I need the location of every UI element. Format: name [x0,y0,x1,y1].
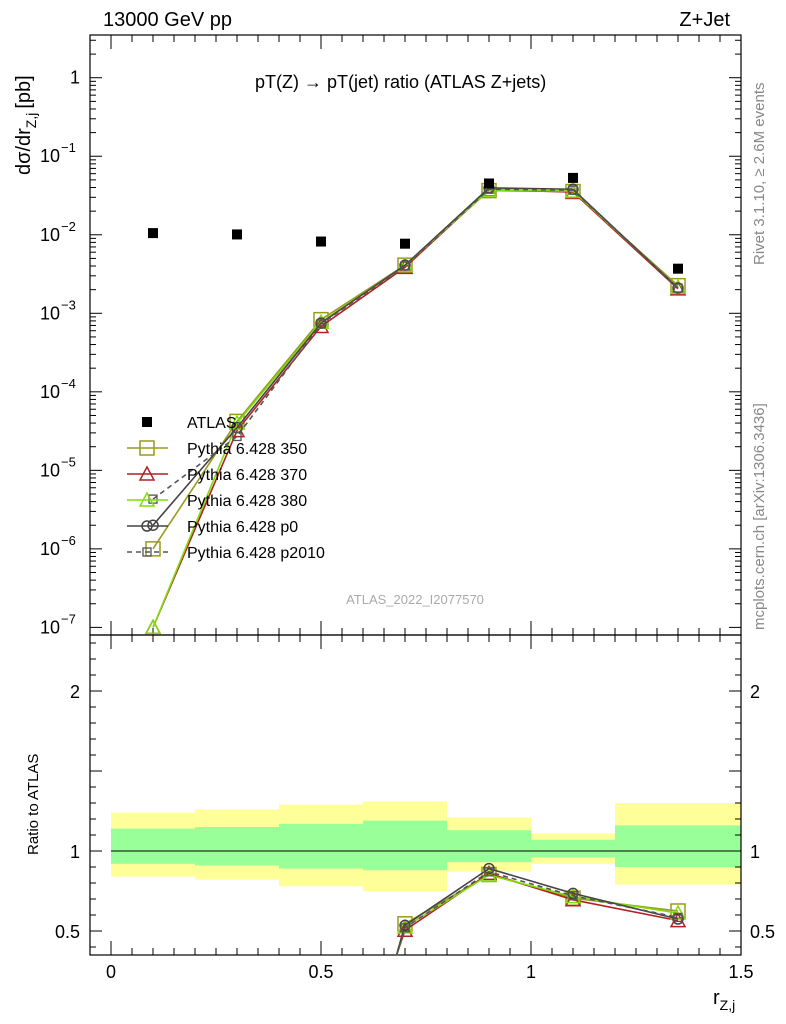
legend: ATLAS Pythia 6.428 350 Pythia 6.428 370 Pyt… [127,415,325,562]
y-axis-label-unit: [pb] [13,75,35,108]
series-marker [672,282,684,294]
y-tick-label: 10 [40,460,60,480]
x-axis: 0 0.5 1 1.5 [106,635,754,982]
x-tick-label: 0.5 [308,962,333,982]
ratio-series-marker [484,867,494,877]
chart-title: pT(Z) → pT(jet) ratio (ATLAS Z+jets) [255,72,546,92]
ratio-y-tick-label: 1 [70,842,80,862]
data-point [316,236,326,247]
series-marker [400,261,410,271]
ratio-series-marker [670,903,686,919]
y-tick-label: 10 [40,225,60,245]
ratio-y-tick-label-right: 1 [750,842,760,862]
series-marker [316,319,326,329]
data-point [484,178,494,189]
y-tick-label: 1 [70,68,80,88]
y-tick-label-exponent: −3 [61,297,76,312]
ratio-y-tick-label-right: 0.5 [750,922,775,942]
ratio-panel: 0.5 0.5 1 1 2 2 0 0.5 1 1.5 [55,634,775,982]
legend-marker [138,465,156,481]
ratio-band-inner [615,825,741,867]
y-tick-label-exponent: −6 [61,533,76,548]
data-points-layer [148,172,683,274]
main-panel: 10 −710 −610 −510 −410 −310 −210 −11 [40,34,742,637]
watermark: ATLAS_2022_I2077570 [346,592,484,607]
legend-marker [142,417,152,427]
ratio-series-marker [567,887,579,900]
y-tick-label-exponent: −1 [61,140,76,155]
ratio-y-tick-label: 0.5 [55,922,80,942]
y-tick-label-exponent: −2 [61,219,76,234]
ratio-band-inner [531,839,615,858]
series-layer [144,181,687,635]
ratio-series-marker [400,923,410,933]
series-marker [673,283,683,293]
legend-label: Pythia 6.428 350 [187,441,307,458]
ratio-frame [89,634,742,956]
data-point [568,172,578,183]
x-tick-label: 1 [526,962,536,982]
legend-label: Pythia 6.428 380 [187,493,307,510]
side-mcplots-label: mcplots.cern.ch [arXiv:1306.3436] [751,403,768,630]
series-marker [568,185,578,195]
data-point [673,263,683,274]
y-tick-label: 10 [40,303,60,323]
ratio-series-marker [483,862,495,875]
ratio-series-marker [568,891,578,901]
legend-marker [138,491,156,507]
y-axis-label: dσ/drZ,j [pb] [13,75,39,175]
ratio-y-tick-label-right: 2 [750,682,760,702]
series-marker [145,541,161,557]
series-marker [232,431,242,442]
series-line [152,187,679,526]
ratio-y-axis-label: Ratio to ATLAS [25,754,42,855]
x-tick-label: 1.5 [728,962,753,982]
ratio-band-inner [363,820,447,871]
x-axis-label-main: r [713,987,720,1009]
ratio-series-marker [399,919,411,932]
header-left: 13000 GeV pp [103,9,232,31]
y-tick-label: 10 [40,146,60,166]
ratio-band-inner [111,828,195,864]
ratio-band-inner [195,827,279,866]
side-rivet-label: Rivet 3.1.10, ≥ 2.6M events [751,83,768,266]
legend-label: Pythia 6.428 370 [187,467,307,484]
series-marker [144,618,162,635]
ratio-series-line [395,870,679,956]
y-tick-label-exponent: −7 [61,611,76,626]
ratio-y-axis: 0.5 0.5 1 1 2 2 [55,642,775,948]
ratio-series-marker [673,912,683,923]
y-tick-label: 10 [40,382,60,402]
main-x-ticks [110,35,742,635]
x-tick-label: 0 [106,962,116,982]
y-tick-label: 10 [40,617,60,637]
data-point [232,229,242,240]
ratio-band-inner [447,830,531,863]
ratio-band-inner [279,823,363,869]
header-right: Z+Jet [679,9,730,31]
y-tick-label: 10 [40,539,60,559]
y-tick-label-exponent: −4 [61,376,76,391]
legend-label: ATLAS [187,415,237,432]
main-y-axis: 10 −710 −610 −510 −410 −310 −210 −11 [40,39,741,637]
x-axis-label: rZ,j [713,987,735,1013]
legend-label: Pythia 6.428 p0 [187,519,298,536]
ratio-bands-layer [111,801,741,891]
legend-marker [139,440,155,456]
legend-marker [141,520,153,532]
y-axis-label-main: dσ/dr [13,128,35,175]
ratio-series-layer [395,862,687,956]
legend-marker [142,547,152,557]
data-point [400,238,410,249]
y-axis-label-sub: Z,j [23,113,39,129]
ratio-series-marker [669,904,687,920]
legend-label: Pythia 6.428 p2010 [187,545,325,562]
ratio-y-tick-label: 2 [70,682,80,702]
y-tick-label-exponent: −5 [61,454,76,469]
data-point [148,228,158,239]
x-axis-label-sub: Z,j [720,997,736,1013]
